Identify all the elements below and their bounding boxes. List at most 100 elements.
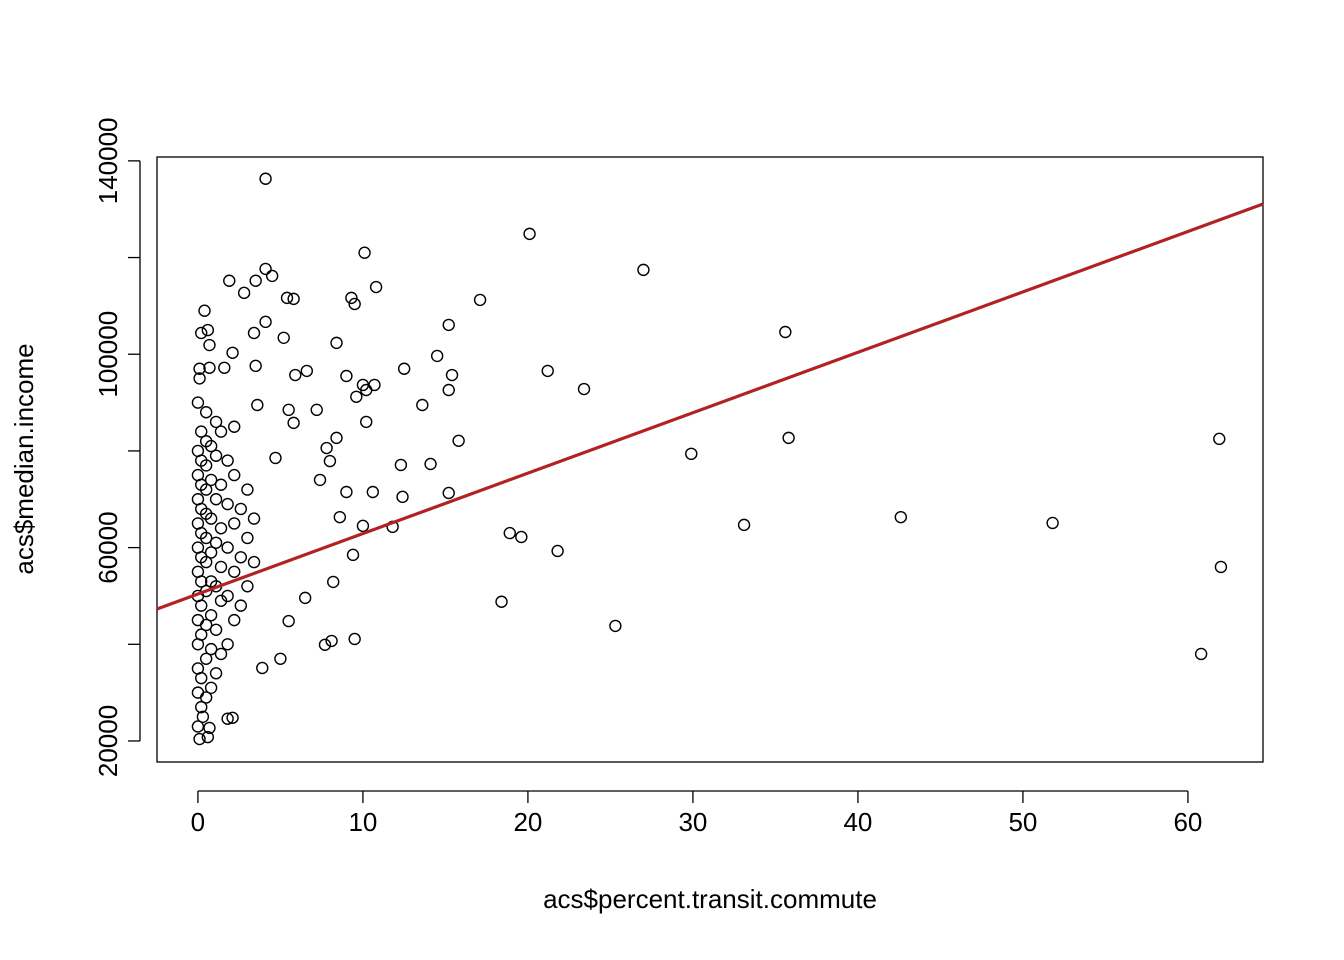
point — [228, 613, 241, 627]
point — [340, 369, 353, 383]
point — [199, 459, 213, 472]
point — [199, 555, 213, 569]
point — [247, 326, 261, 340]
point — [209, 493, 223, 506]
y-tick-label: 20000 — [93, 705, 123, 777]
point — [209, 667, 223, 680]
point — [894, 510, 908, 524]
point — [318, 638, 332, 651]
point — [779, 325, 792, 339]
point — [234, 551, 248, 564]
x-axis-label: acs$percent.transit.commute — [543, 884, 877, 914]
point — [503, 526, 516, 540]
x-tick-label: 0 — [191, 807, 205, 837]
point — [191, 720, 205, 733]
point — [280, 291, 294, 305]
point — [473, 293, 487, 307]
point — [430, 349, 444, 363]
point — [228, 420, 241, 433]
point — [201, 323, 215, 337]
point — [214, 647, 228, 661]
point — [685, 447, 698, 461]
point — [241, 483, 254, 496]
point — [204, 439, 218, 453]
point — [199, 483, 213, 496]
point — [394, 458, 408, 472]
point — [195, 425, 208, 438]
point — [193, 362, 206, 375]
x-tick-label: 10 — [348, 807, 377, 837]
point — [289, 368, 302, 382]
point — [282, 614, 295, 628]
point — [191, 396, 205, 409]
point — [259, 262, 272, 276]
point — [300, 364, 314, 378]
point — [333, 510, 347, 524]
point — [251, 398, 264, 412]
point — [199, 584, 213, 598]
point — [551, 544, 564, 558]
point — [214, 478, 228, 491]
point — [348, 632, 361, 646]
x-tick-label: 50 — [1008, 807, 1037, 837]
point — [330, 431, 343, 445]
point — [541, 364, 554, 378]
point — [397, 362, 411, 375]
point — [424, 457, 437, 471]
point — [191, 613, 205, 627]
point — [416, 398, 429, 412]
point — [1214, 560, 1228, 574]
point — [195, 700, 208, 714]
point — [198, 304, 211, 317]
point — [204, 642, 218, 656]
point — [214, 522, 228, 535]
point — [247, 512, 261, 525]
point — [366, 485, 380, 499]
point — [209, 623, 223, 636]
point — [195, 628, 208, 641]
point — [228, 517, 241, 530]
point — [204, 681, 218, 694]
point — [1046, 516, 1059, 530]
point — [442, 486, 455, 500]
point — [237, 286, 251, 300]
point — [369, 280, 383, 294]
point — [265, 269, 279, 283]
point — [241, 580, 254, 593]
point — [256, 661, 269, 675]
point — [1213, 432, 1226, 446]
point — [287, 292, 300, 306]
point — [226, 711, 239, 724]
point — [340, 485, 353, 499]
point — [495, 595, 508, 608]
point — [330, 336, 343, 350]
point — [282, 403, 295, 417]
point — [298, 591, 312, 605]
point — [323, 454, 337, 468]
point — [209, 449, 223, 462]
x-tick-label: 60 — [1173, 807, 1202, 837]
point — [249, 359, 262, 373]
point — [396, 490, 409, 504]
point — [737, 518, 751, 532]
point — [259, 315, 272, 329]
point — [325, 634, 338, 648]
plot-box — [156, 156, 1264, 763]
point — [193, 372, 206, 385]
point — [193, 732, 206, 746]
point — [442, 383, 455, 397]
point — [1194, 647, 1208, 661]
point — [221, 589, 234, 603]
point — [203, 338, 216, 352]
point — [277, 331, 290, 344]
point — [452, 434, 465, 447]
point — [209, 536, 223, 549]
point — [345, 291, 358, 305]
point — [221, 497, 234, 511]
x-tick-label: 30 — [678, 807, 707, 837]
point — [350, 390, 363, 403]
point — [203, 721, 216, 735]
point — [199, 531, 213, 545]
point — [204, 609, 218, 622]
